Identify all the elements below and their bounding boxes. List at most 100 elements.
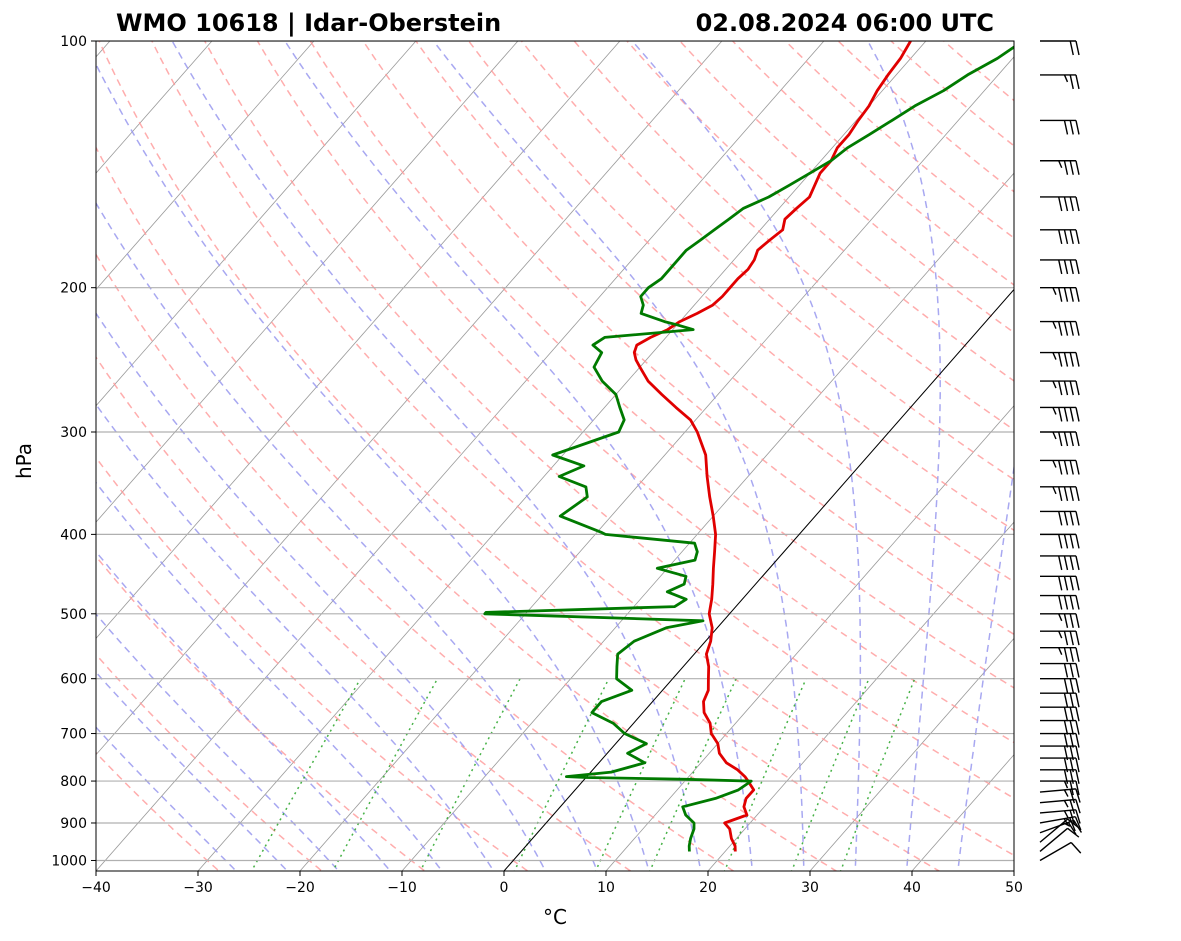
barb-feather — [1075, 120, 1080, 135]
dry-adiabat-line — [96, 555, 427, 871]
y-tick-label: 800 — [60, 774, 87, 790]
isotherm-line — [96, 41, 519, 523]
barb-feather — [1063, 707, 1069, 722]
barb-feather — [1069, 460, 1074, 475]
wind-barb — [1039, 827, 1080, 853]
barb-feather — [1058, 647, 1063, 655]
wind-barb — [1040, 74, 1080, 90]
wind-barb — [1040, 486, 1080, 501]
barb-feather — [1075, 40, 1080, 56]
barb-feather — [1075, 486, 1080, 501]
x-tick-label: 10 — [597, 880, 615, 896]
isotherm-line — [401, 172, 1014, 871]
barb-feather — [1058, 160, 1063, 169]
barb-feather — [1075, 720, 1080, 735]
y-tick-label: 400 — [60, 527, 87, 543]
isotherm-line — [299, 56, 1014, 871]
moist-adiabat-line — [957, 462, 1014, 871]
mixing-ratio-line — [513, 678, 610, 871]
barb-feather — [1052, 486, 1057, 495]
moist-adiabat-line — [96, 550, 392, 871]
isotherm-line — [911, 754, 1014, 871]
dry-adiabat-line — [96, 653, 324, 871]
x-tick-label: −40 — [81, 880, 111, 896]
dry-adiabat-line — [309, 41, 1014, 689]
barb-feather — [1069, 799, 1076, 814]
barb-feather — [1058, 595, 1063, 610]
wind-barb — [1040, 719, 1080, 735]
wind-barb — [1040, 459, 1080, 475]
barb-feather — [1058, 576, 1063, 591]
wind-barb — [1040, 160, 1080, 175]
barb-feather — [1052, 352, 1057, 360]
barb-feather — [1058, 630, 1063, 639]
barb-feather — [1075, 555, 1080, 571]
y-tick-label: 100 — [60, 34, 87, 50]
barb-feather — [1069, 780, 1074, 796]
barb-feather — [1063, 678, 1069, 693]
wind-barb — [1039, 798, 1081, 814]
x-tick-label: 20 — [699, 880, 717, 896]
barb-feather — [1069, 380, 1074, 396]
barb-feather — [1069, 74, 1074, 90]
barb-feather — [1063, 576, 1069, 591]
wind-barb — [1040, 431, 1080, 447]
moist-adiabat-line — [284, 41, 754, 871]
barb-feather — [1063, 647, 1069, 662]
moist-adiabat-line — [96, 481, 443, 871]
barb-feather — [1075, 757, 1080, 773]
wind-barb — [1040, 647, 1080, 662]
x-tick-label: −10 — [387, 880, 417, 896]
barb-feather — [1075, 74, 1080, 90]
barb-feather — [1063, 534, 1069, 549]
dry-adiabat-line — [96, 751, 221, 871]
y-tick-label: 300 — [60, 425, 87, 441]
barb-feather — [1069, 576, 1074, 591]
wind-barb — [1039, 819, 1083, 835]
barb-feather — [1069, 810, 1076, 825]
dry-adiabat-line — [889, 41, 1014, 147]
wind-barb — [1040, 662, 1080, 678]
barb-feather — [1069, 534, 1074, 549]
barb-feather — [1052, 321, 1057, 329]
barb-feather — [1063, 769, 1069, 784]
wind-barb — [1040, 533, 1080, 549]
temperature-profile — [632, 41, 912, 852]
wind-barb — [1039, 816, 1082, 832]
mixing-ratio-line — [332, 678, 439, 871]
barb-feather — [1069, 745, 1074, 761]
barb-feather — [1075, 631, 1080, 646]
dry-adiabat-line — [678, 41, 1014, 334]
moist-adiabat-line — [96, 201, 599, 871]
barb-feather — [1063, 780, 1069, 789]
y-tick-label: 900 — [60, 816, 87, 832]
sounding-profiles — [483, 41, 1014, 852]
barb-feather — [1075, 647, 1080, 662]
barb-shaft — [1039, 818, 1069, 843]
mixing-ratio-line — [419, 678, 521, 871]
barb-feather — [1063, 745, 1069, 761]
moist-adiabat-line — [96, 671, 289, 871]
barb-feather — [1075, 259, 1080, 275]
barb-feather — [1069, 663, 1074, 678]
barb-shaft — [1039, 827, 1069, 853]
dry-adiabat-line — [626, 41, 1014, 382]
isobar-grid — [96, 41, 1014, 871]
barb-feather — [1075, 788, 1081, 803]
mixing-ratio-line — [839, 678, 916, 871]
dry-adiabat-line — [414, 41, 1014, 583]
dry-adiabat-line — [256, 41, 1014, 744]
barb-feather — [1058, 431, 1063, 447]
barb-feather — [1058, 555, 1063, 571]
barb-feather — [1075, 287, 1080, 302]
wind-barb — [1040, 692, 1080, 708]
barb-feather — [1063, 486, 1069, 501]
moist-adiabat-line — [96, 62, 650, 871]
barb-feather — [1075, 160, 1080, 175]
barb-feather — [1063, 800, 1069, 808]
barb-feather — [1058, 613, 1063, 622]
barb-feather — [1058, 407, 1063, 422]
barb-feather — [1075, 196, 1080, 212]
barb-feather — [1075, 745, 1080, 761]
isotherm-line — [96, 41, 417, 407]
